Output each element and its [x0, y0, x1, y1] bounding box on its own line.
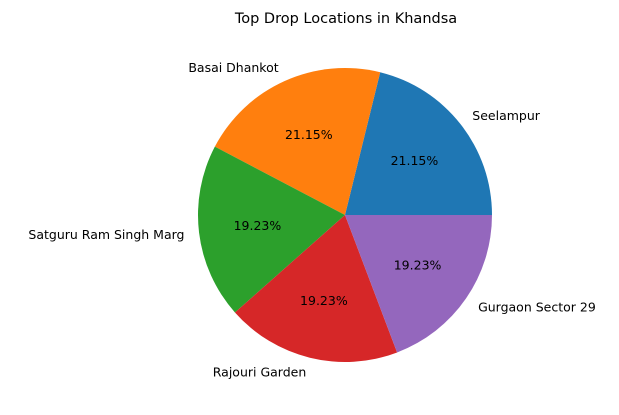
pie-slice-5 — [345, 215, 492, 353]
percent-label: 21.15% — [285, 127, 333, 142]
slice-label: Basai Dhankot — [188, 60, 278, 75]
percent-labels: 21.15% 21.15% 19.23% 19.23% 19.23% — [234, 127, 442, 308]
percent-label: 21.15% — [391, 153, 439, 168]
pie-slice-4 — [234, 215, 398, 362]
pie-slices — [197, 68, 492, 362]
slice-label: Rajouri Garden — [213, 364, 307, 379]
percent-label: 19.23% — [300, 293, 348, 308]
slice-label: Gurgaon Sector 29 — [478, 299, 596, 314]
percent-label: 19.23% — [234, 218, 282, 233]
pie-slice-1 — [345, 72, 492, 215]
slice-label: Satguru Ram Singh Marg — [28, 227, 184, 242]
slice-labels: Seelampur Basai Dhankot Satguru Ram Singh … — [28, 60, 595, 379]
chart-title: Top Drop Locations in Khandsa — [234, 11, 457, 27]
slice-label: Seelampur — [472, 108, 540, 123]
percent-label: 19.23% — [394, 258, 442, 273]
pie-slice-3 — [197, 146, 345, 313]
pie-slice-2 — [214, 68, 381, 215]
